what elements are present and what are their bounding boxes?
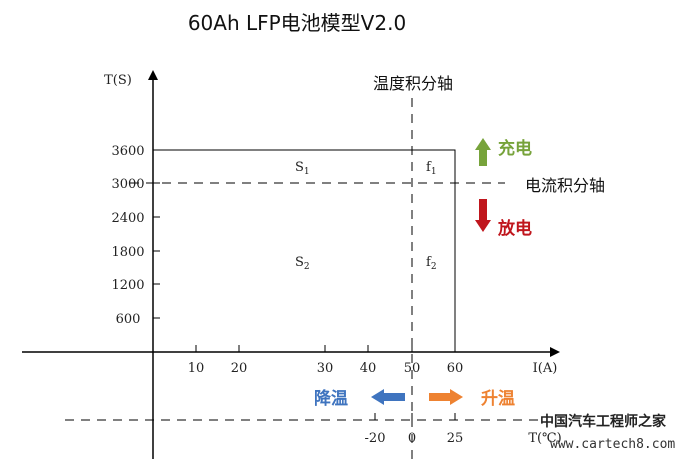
temp-axis-label: T(℃)	[528, 431, 561, 446]
x-tick-label: 60	[447, 361, 464, 376]
region-f1: f1	[426, 160, 437, 177]
title: 60Ah LFP电池模型V2.0	[188, 11, 406, 35]
discharge-label: 放电	[497, 218, 532, 239]
temp-tick-label: 25	[447, 431, 464, 446]
discharge-arrow-icon	[475, 199, 491, 232]
temp-tick-label: -20	[365, 431, 386, 446]
temp-tick-label: 0	[408, 431, 416, 446]
x-tick-label: 50	[404, 361, 421, 376]
y-tick-label: 1200	[111, 278, 144, 293]
x-tick-label: 40	[360, 361, 377, 376]
watermark-line2: www.cartech8.com	[550, 437, 675, 452]
watermark-line1: 中国汽车工程师之家	[540, 413, 667, 430]
temp-integral-axis-label: 温度积分轴	[373, 74, 453, 93]
x-axis-label: I(A)	[533, 361, 558, 376]
region-f2: f2	[426, 255, 437, 272]
x-tick-label: 20	[231, 361, 248, 376]
heat-arrow-icon	[429, 389, 463, 405]
y-tick-label: 2400	[111, 211, 144, 226]
heat-label: 升温	[481, 389, 515, 409]
charge-arrow-icon	[475, 138, 491, 166]
cool-label: 降温	[314, 388, 348, 409]
y-tick-label: 3600	[111, 144, 144, 159]
capacity-boundary	[153, 149, 456, 352]
y-tick-label: 600	[116, 312, 141, 327]
charge-label: 充电	[498, 138, 532, 159]
current-integral-axis-label: 电流积分轴	[525, 176, 605, 195]
region-s2: S2	[295, 255, 310, 272]
y-tick-label: 3000	[111, 177, 144, 192]
x-tick-label: 30	[317, 361, 334, 376]
y-tick-label: 1800	[111, 245, 144, 260]
region-s1: S1	[295, 160, 310, 177]
cool-arrow-icon	[371, 389, 405, 405]
y-axis-label: T(S)	[104, 73, 132, 88]
x-tick-label: 10	[188, 361, 205, 376]
